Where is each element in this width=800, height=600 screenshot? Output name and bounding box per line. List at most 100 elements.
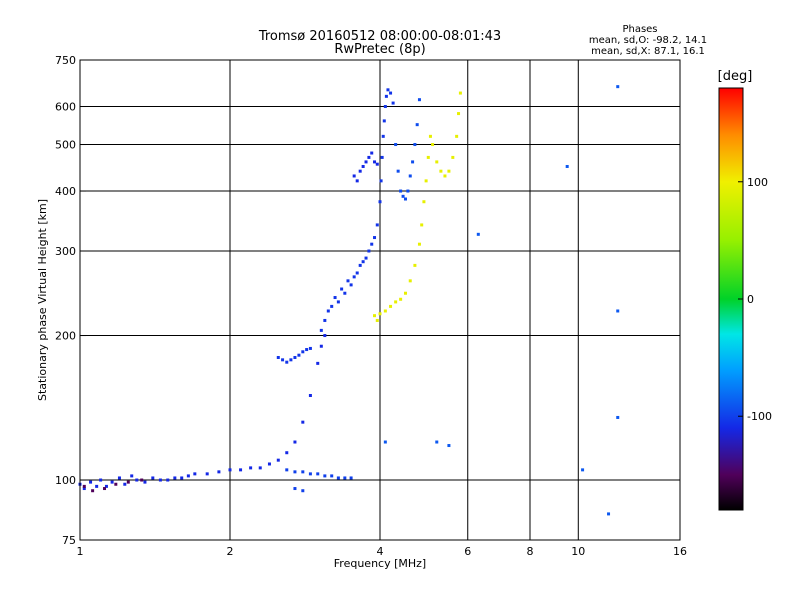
plot-grid	[80, 60, 680, 540]
echo-point	[408, 279, 412, 283]
echo-point	[401, 194, 405, 198]
echo-point	[358, 169, 362, 173]
stats-x-line: mean, sd,X: 87.1, 16.1	[591, 46, 705, 57]
echo-point	[373, 236, 377, 240]
echo-point	[370, 151, 374, 155]
echo-point	[565, 164, 569, 168]
echo-point	[319, 328, 323, 332]
echo-point	[435, 160, 439, 164]
echo-point	[352, 275, 356, 279]
echo-point	[135, 478, 139, 482]
x-axis-label: Frequency [MHz]	[334, 557, 426, 570]
echo-point	[375, 318, 379, 322]
echo-point	[173, 476, 177, 480]
echo-point	[293, 355, 297, 359]
echo-point	[413, 263, 417, 267]
echo-point	[349, 476, 353, 480]
echo-point	[389, 91, 393, 95]
echo-point	[91, 489, 95, 493]
echo-point	[367, 249, 371, 253]
echo-points	[78, 85, 620, 516]
echo-point	[383, 105, 387, 109]
echo-point	[435, 440, 439, 444]
echo-point	[364, 160, 368, 164]
echo-point	[403, 197, 407, 201]
echo-point	[420, 223, 424, 227]
echo-point	[389, 304, 393, 308]
echo-point	[104, 484, 108, 488]
echo-point	[355, 179, 359, 183]
echo-point	[455, 134, 459, 138]
echo-point	[382, 119, 386, 123]
echo-point	[293, 487, 297, 491]
echo-point	[476, 232, 480, 236]
echo-point	[415, 123, 419, 127]
echo-point	[326, 309, 330, 313]
echo-point	[333, 296, 337, 300]
colorbar-label: [deg]	[718, 69, 753, 84]
echo-point	[447, 169, 451, 173]
stats-o-line: mean, sd,O: -98.2, 14.1	[589, 35, 707, 46]
echo-point	[380, 155, 384, 159]
echo-point	[411, 160, 415, 164]
echo-point	[431, 143, 435, 147]
echo-point	[361, 260, 365, 264]
y-axis-label: Stationary phase Virtual Height [km]	[36, 199, 49, 401]
echo-point	[417, 98, 421, 102]
colorbar-tick-label: -100	[747, 410, 772, 423]
echo-point	[151, 476, 155, 480]
echo-point	[413, 143, 417, 147]
echo-point	[403, 291, 407, 295]
x-axis-ticks: 1 2 4 6 8 10 16	[77, 545, 688, 558]
echo-point	[89, 480, 93, 484]
echo-point	[443, 174, 447, 178]
echo-point	[616, 85, 620, 89]
echo-point	[607, 512, 611, 516]
y-tick-label: 600	[55, 101, 76, 114]
echo-point	[349, 283, 353, 287]
echo-point	[375, 162, 379, 166]
echo-point	[336, 476, 340, 480]
echo-point	[103, 487, 107, 491]
phase-colorbar: 100 0 -100	[718, 87, 772, 511]
echo-point	[358, 263, 362, 267]
echo-point	[394, 300, 398, 304]
echo-point	[289, 358, 293, 362]
x-tick-label: 10	[571, 545, 585, 558]
stats-heading: Phases	[622, 24, 657, 35]
echo-point	[417, 242, 421, 246]
echo-point	[82, 487, 86, 491]
echo-point	[373, 314, 377, 318]
echo-point	[166, 478, 170, 482]
echo-point	[355, 271, 359, 275]
echo-point	[180, 476, 184, 480]
echo-point	[323, 334, 327, 338]
echo-point	[367, 155, 371, 159]
echo-point	[316, 361, 320, 365]
echo-point	[346, 279, 350, 283]
echo-point	[323, 474, 327, 478]
colorbar-tick-label: 100	[747, 176, 768, 189]
echo-point	[285, 468, 289, 472]
echo-point	[95, 484, 99, 488]
echo-point	[373, 160, 377, 164]
echo-point	[267, 462, 271, 466]
x-tick-label: 4	[377, 545, 384, 558]
echo-point	[316, 472, 320, 476]
echo-point	[186, 474, 190, 478]
chart-subtitle: RwPretec (8p)	[334, 42, 425, 57]
y-tick-label: 100	[55, 474, 76, 487]
echo-point	[439, 169, 443, 173]
echo-point	[323, 318, 327, 322]
echo-point	[123, 482, 127, 486]
echo-point	[285, 360, 289, 364]
echo-point	[330, 474, 334, 478]
echo-point	[370, 242, 374, 246]
echo-point	[205, 472, 209, 476]
echo-point	[458, 91, 462, 95]
echo-point	[228, 468, 232, 472]
echo-point	[616, 415, 620, 419]
echo-point	[408, 174, 412, 178]
echo-point	[297, 353, 301, 357]
